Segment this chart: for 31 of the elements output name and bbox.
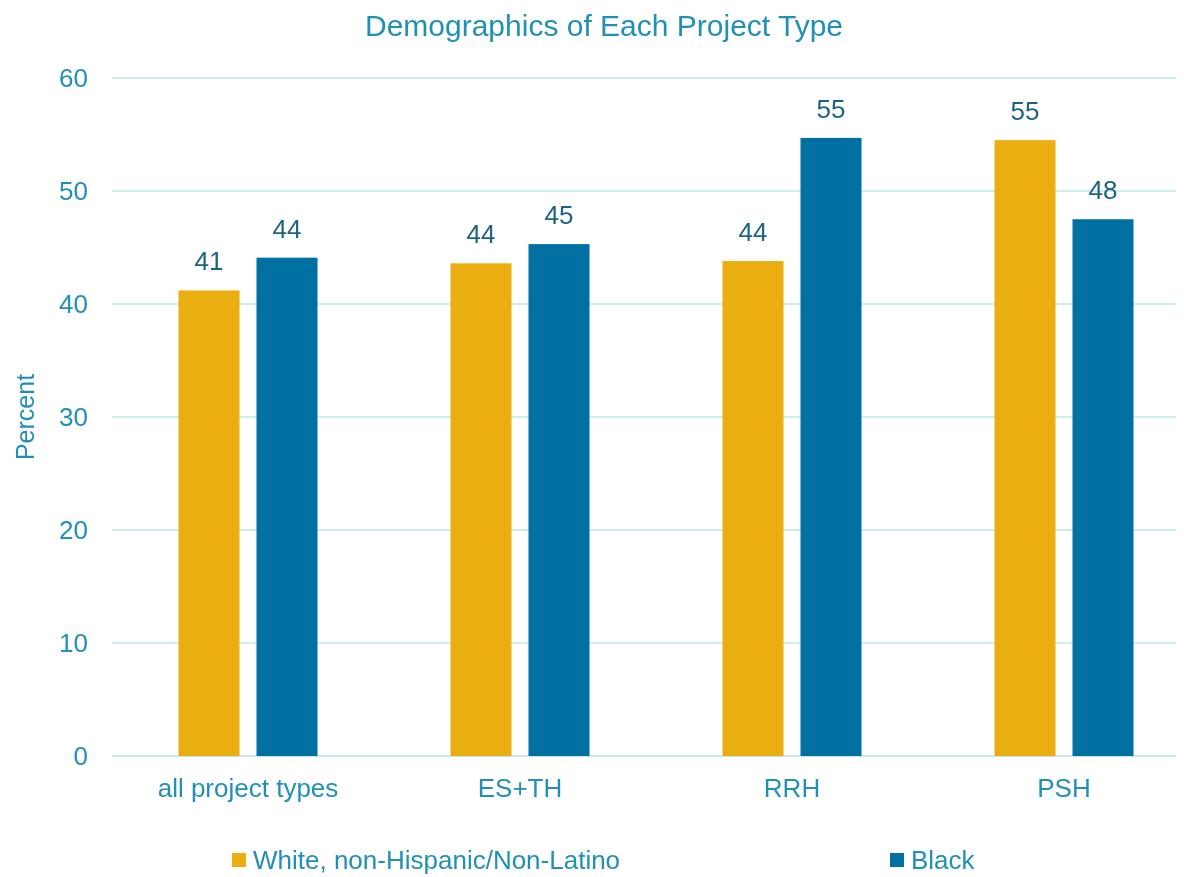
- y-tick-label: 30: [59, 402, 88, 433]
- x-tick-label: ES+TH: [477, 773, 563, 803]
- x-tick-label: PSH: [1037, 773, 1091, 803]
- y-tick-label: 10: [59, 628, 88, 659]
- bar: [1072, 219, 1134, 756]
- bar: [256, 257, 318, 756]
- y-tick-label: 60: [59, 63, 88, 94]
- chart-title: Demographics of Each Project Type: [364, 9, 844, 42]
- data-label: 48: [1088, 175, 1118, 206]
- data-label: 44: [272, 213, 302, 244]
- data-label: 44: [738, 217, 768, 248]
- y-tick-label: 20: [59, 515, 88, 546]
- y-axis-title: Percent: [11, 373, 39, 461]
- y-tick-label: 40: [59, 289, 88, 320]
- bar: [528, 244, 590, 756]
- data-label: 41: [194, 246, 224, 277]
- bar: [994, 140, 1056, 756]
- x-tick-label: RRH: [763, 773, 821, 803]
- data-label: 55: [1010, 96, 1040, 127]
- x-tick-label: all project types: [157, 773, 339, 803]
- data-label: 55: [816, 93, 846, 124]
- y-tick-label: 0: [73, 741, 88, 772]
- bar: [178, 290, 240, 756]
- y-tick-label: 50: [59, 176, 88, 207]
- bar: [450, 263, 512, 756]
- data-label: 44: [466, 219, 496, 250]
- legend-label: White, non-Hispanic/Non-Latino: [253, 845, 621, 875]
- legend-label: Black: [911, 845, 976, 875]
- data-label: 45: [544, 200, 574, 231]
- bar: [722, 261, 784, 756]
- bar: [800, 137, 862, 756]
